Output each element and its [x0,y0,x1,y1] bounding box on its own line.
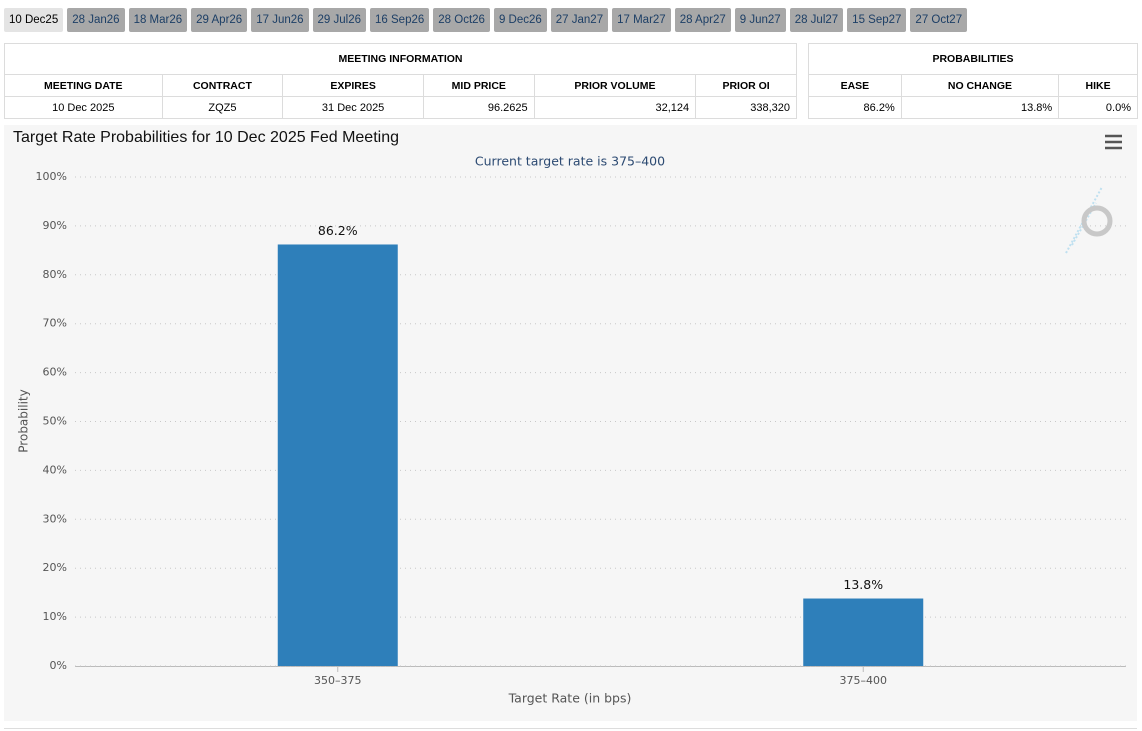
tab[interactable]: 16 Sep26 [370,8,430,32]
column-header: MID PRICE [422,74,535,97]
tab[interactable]: 9 Dec26 [493,8,547,32]
cell: 10 Dec 2025 [4,96,163,119]
bar [803,598,924,666]
x-tick-label: 375–400 [840,674,888,687]
table-title: PROBABILITIES [808,43,1138,75]
y-axis-title: Probability [17,389,31,452]
column-header: PRIOR VOLUME [533,74,697,97]
y-tick-label: 50% [43,415,67,428]
data-label: 13.8% [843,577,883,592]
tab[interactable]: 15 Sep27 [847,8,907,32]
tab[interactable]: 10 Dec25 [4,8,64,32]
y-tick-label: 60% [43,366,67,379]
y-tick-label: 20% [43,561,67,574]
chart-title: Target Rate Probabilities for 10 Dec 202… [13,129,399,146]
tab[interactable]: 17 Jun26 [251,8,309,32]
y-tick-label: 0% [50,659,67,672]
column-header: CONTRACT [161,74,284,97]
table-title: MEETING INFORMATION [4,43,797,75]
column-header: MEETING DATE [4,74,163,97]
data-row: 86.2% 13.8% 0.0% [808,96,1138,119]
y-tick-label: 80% [43,268,67,281]
column-header: HIKE [1058,74,1138,97]
y-tick-label: 30% [43,512,67,525]
cell: 0.0% [1058,96,1138,119]
column-header: EASE [808,74,902,97]
y-tick-label: 90% [43,219,67,232]
tab[interactable]: 17 Mar27 [612,8,671,32]
column-header: PRIOR OI [695,74,797,97]
column-header: NO CHANGE [900,74,1060,97]
y-tick-label: 70% [43,317,67,330]
cell: 86.2% [808,96,902,119]
x-tick-label: 350–375 [314,674,362,687]
tab[interactable]: 18 Mar26 [128,8,188,32]
cell: 13.8% [900,96,1060,119]
tab[interactable]: 28 Apr27 [674,8,731,32]
data-label: 86.2% [318,223,358,238]
tab[interactable]: 28 Oct26 [433,8,490,32]
y-tick-label: 40% [43,463,67,476]
tab[interactable]: 29 Jul26 [312,8,367,32]
tab[interactable]: 27 Oct27 [910,8,968,32]
y-tick-label: 100% [36,170,67,183]
chart-subtitle: Current target rate is 375–400 [475,154,665,169]
cell: 31 Dec 2025 [282,96,424,119]
menu-icon[interactable] [1105,134,1122,150]
title-row: PROBABILITIES [808,43,1138,75]
title-row: MEETING INFORMATION [4,43,797,75]
probability-table: PROBABILITIES EASE NO CHANGE HIKE 86.2% 13.8%… [808,43,1138,119]
tab[interactable]: 28 Jan26 [67,8,125,32]
data-row: 10 Dec 2025 ZQZ5 31 Dec 2025 96.2625 32,124 3… [4,96,797,119]
cell: ZQZ5 [161,96,284,119]
tab[interactable]: 27 Jan27 [550,8,609,32]
cell: 96.2625 [422,96,535,119]
header-row: EASE NO CHANGE HIKE [808,74,1138,97]
cell: 338,320 [695,96,797,119]
header-row: MEETING DATE CONTRACT EXPIRES MID PRICE PRIO… [4,74,797,97]
logo [1081,205,1113,237]
tab-bar: 10 Dec25 28 Jan26 18 Mar26 29 Apr26 17 Jun26… [4,8,968,32]
x-axis-title: Target Rate (in bps) [508,691,632,706]
tab[interactable]: 28 Jul27 [789,8,844,32]
divider [4,728,1137,729]
bar [277,244,398,666]
tab[interactable]: 29 Apr26 [191,8,248,32]
column-header: EXPIRES [282,74,424,97]
cell: 32,124 [533,96,697,119]
chart: Target Rate Probabilities for 10 Dec 202… [4,125,1137,721]
tab[interactable]: 9 Jun27 [734,8,786,32]
y-tick-label: 10% [43,610,67,623]
meeting-table: MEETING INFORMATION MEETING DATE CONTRACT E… [4,43,797,119]
